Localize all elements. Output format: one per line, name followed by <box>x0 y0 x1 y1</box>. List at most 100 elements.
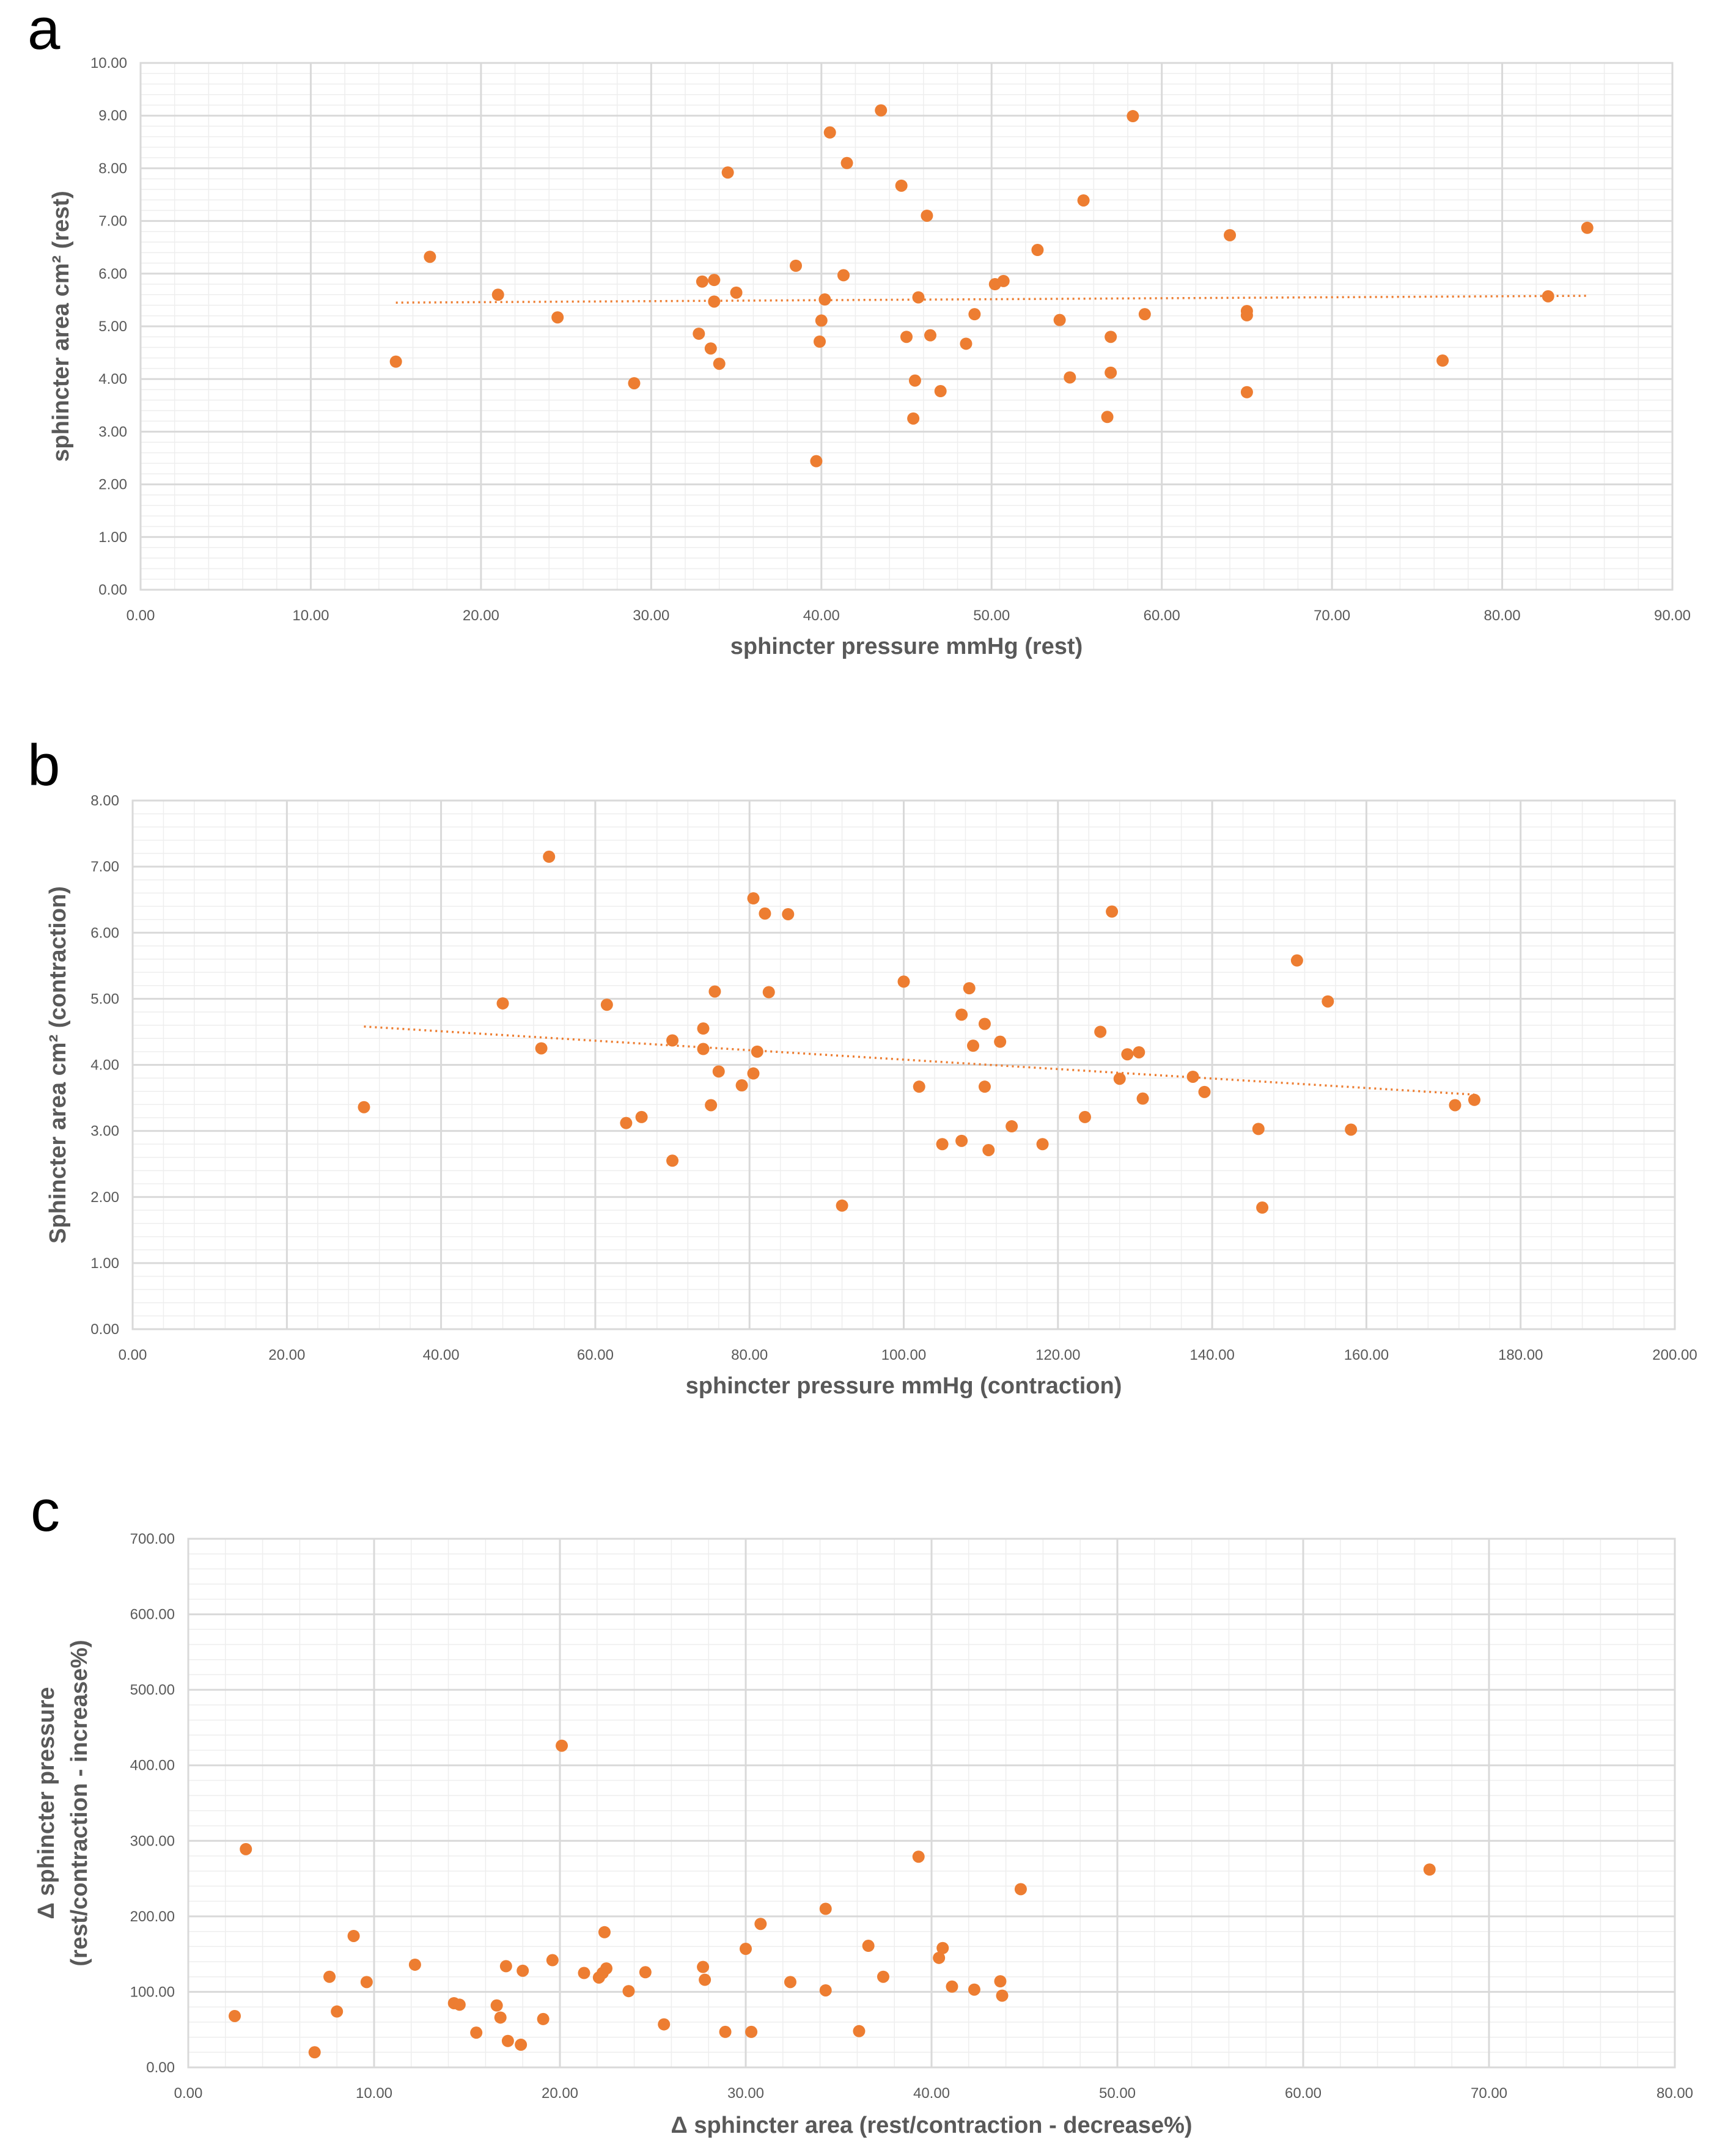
data-point-b <box>1006 1120 1018 1133</box>
data-point-c <box>494 2011 507 2024</box>
data-point-a <box>1224 229 1237 241</box>
data-point-b <box>1256 1201 1269 1214</box>
x-tick-label: 50.00 <box>973 607 1010 624</box>
data-point-c <box>968 1983 980 1996</box>
panel-letter-b: b <box>28 733 60 798</box>
y-tick-label: 100.00 <box>130 1984 175 2000</box>
data-point-c <box>784 1976 796 1989</box>
data-point-a <box>818 293 831 306</box>
data-point-c <box>537 2012 550 2025</box>
x-tick-label: 60.00 <box>1144 607 1180 624</box>
y-tick-label: 6.00 <box>98 266 127 282</box>
data-point-c <box>697 1960 710 1973</box>
data-point-c <box>853 2025 866 2037</box>
data-point-c <box>1423 1863 1436 1876</box>
data-point-b <box>1449 1099 1461 1112</box>
y-tick-label: 2.00 <box>90 1189 119 1206</box>
data-point-b <box>897 975 910 988</box>
x-tick-label: 80.00 <box>1656 2085 1693 2102</box>
data-point-c <box>499 1960 512 1973</box>
data-point-a <box>708 274 721 287</box>
data-point-a <box>1542 290 1554 302</box>
data-point-b <box>978 1080 991 1093</box>
data-point-b <box>1121 1048 1134 1061</box>
x-tick-label: 40.00 <box>913 2085 950 2102</box>
data-point-b <box>1322 995 1334 1008</box>
x-tick-label: 30.00 <box>727 2085 764 2102</box>
data-point-a <box>708 295 721 308</box>
y-tick-label: 7.00 <box>98 213 127 230</box>
data-point-b <box>1136 1092 1149 1105</box>
data-point-a <box>704 342 717 355</box>
data-point-c <box>877 1970 889 1983</box>
data-point-c <box>600 1962 612 1975</box>
y-axis-title-line: (rest/contraction - increase%) <box>67 1640 92 1966</box>
data-point-b <box>620 1116 633 1129</box>
y-tick-label: 1.00 <box>98 529 127 546</box>
data-point-a <box>1105 366 1117 379</box>
data-point-a <box>895 179 908 192</box>
x-tick-label: 50.00 <box>1099 2085 1136 2102</box>
scatter-chart-b: 0.00 20.00 40.00 60.00 80.00 100.00 120.00 140.… <box>45 793 1697 1399</box>
data-point-a <box>693 328 705 340</box>
data-point-c <box>912 1850 925 1863</box>
data-point-a <box>908 374 921 387</box>
data-point-b <box>1290 954 1303 967</box>
x-tick-label: 200.00 <box>1652 1347 1697 1363</box>
data-point-a <box>907 412 920 425</box>
x-tick-label: 90.00 <box>1654 607 1691 624</box>
y-tick-label: 2.00 <box>98 477 127 493</box>
data-point-c <box>936 1942 949 1954</box>
data-point-c <box>229 2009 241 2022</box>
data-point-b <box>712 1065 725 1078</box>
y-tick-label: 8.00 <box>90 793 119 809</box>
y-tick-label: 5.00 <box>98 318 127 335</box>
data-point-a <box>875 104 888 117</box>
data-point-c <box>994 1975 1007 1988</box>
data-point-c <box>578 1967 590 1979</box>
data-point-c <box>517 1964 529 1977</box>
data-point-a <box>696 275 708 288</box>
data-point-c <box>933 1951 946 1964</box>
data-point-c <box>240 1843 252 1855</box>
y-tick-label: 3.00 <box>98 424 127 440</box>
data-point-a <box>960 337 972 350</box>
y-tick-label: 3.00 <box>90 1123 119 1140</box>
data-point-a <box>424 251 436 263</box>
data-point-c <box>719 2025 732 2038</box>
x-tick-label: 80.00 <box>1484 607 1521 624</box>
data-point-b <box>1198 1085 1211 1098</box>
data-point-b <box>1133 1046 1145 1058</box>
x-tick-label: 100.00 <box>881 1347 926 1363</box>
x-tick-label: 10.00 <box>292 607 329 624</box>
data-point-a <box>1581 221 1594 234</box>
data-point-b <box>1345 1123 1358 1136</box>
y-tick-label: 600.00 <box>130 1607 175 1623</box>
data-point-c <box>1014 1883 1027 1896</box>
data-point-c <box>699 1973 711 1986</box>
data-point-b <box>955 1134 968 1147</box>
data-point-a <box>721 166 734 179</box>
data-point-c <box>360 1976 373 1989</box>
data-point-c <box>639 1966 652 1979</box>
data-point-b <box>697 1043 710 1055</box>
data-point-b <box>543 850 556 863</box>
data-point-b <box>747 892 760 905</box>
data-point-b <box>1094 1025 1107 1038</box>
x-axis-title: sphincter pressure mmHg (rest) <box>730 634 1083 659</box>
y-tick-label: 4.00 <box>90 1057 119 1074</box>
data-point-b <box>697 1022 710 1035</box>
data-point-b <box>747 1067 760 1080</box>
x-tick-label: 40.00 <box>423 1347 460 1363</box>
data-point-c <box>622 1985 635 1998</box>
data-point-c <box>819 1902 832 1915</box>
data-point-b <box>1252 1123 1265 1135</box>
scatter-chart-a: 0.00 10.00 20.00 30.00 40.00 50.00 60.00 70.00 8… <box>48 55 1691 659</box>
x-tick-label: 20.00 <box>542 2085 578 2102</box>
data-point-b <box>1468 1093 1481 1106</box>
y-tick-label: 10.00 <box>90 55 127 72</box>
data-point-a <box>730 286 743 299</box>
x-tick-label: 80.00 <box>731 1347 768 1363</box>
data-point-c <box>819 1984 832 1997</box>
data-point-b <box>936 1138 949 1151</box>
